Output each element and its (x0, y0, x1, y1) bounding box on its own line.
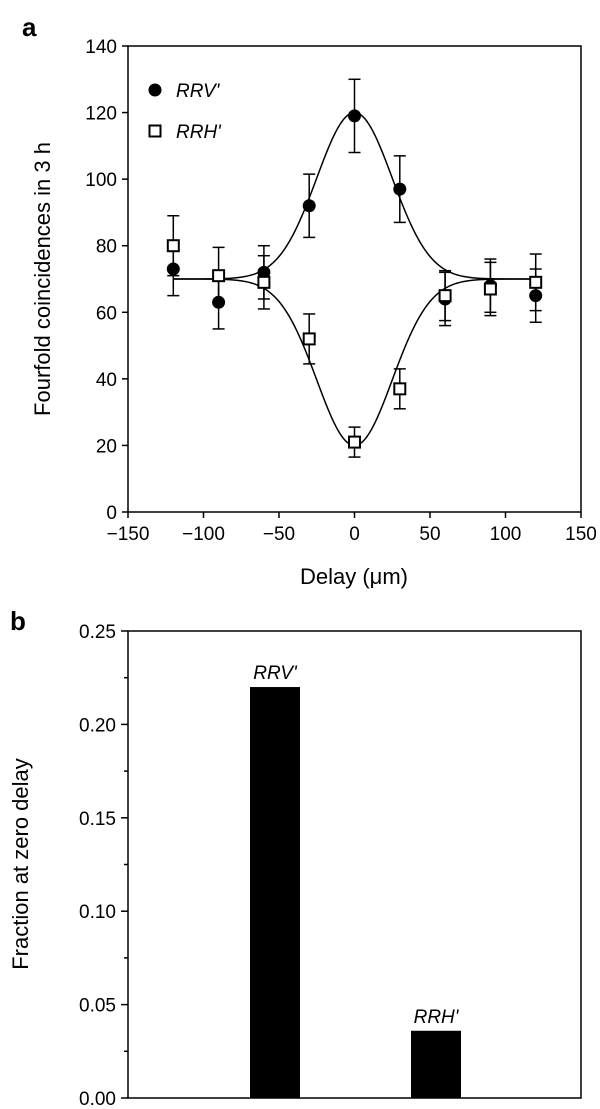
legend-marker-rrv (148, 83, 162, 97)
data-point-rrh (257, 275, 271, 289)
data-point-rrv (166, 262, 180, 276)
y-axis-title-b: Fraction at zero delay (8, 758, 33, 970)
x-tick-label-a: 50 (419, 524, 440, 545)
x-tick-label-a: −50 (263, 524, 295, 545)
data-point-rrh (438, 289, 452, 303)
y-tick-label-a: 80 (96, 237, 117, 258)
x-tick-label-a: 0 (349, 524, 360, 545)
y-tick-label-a: 40 (96, 370, 117, 391)
legend-marker-rrh (148, 124, 162, 138)
data-point-rrv (529, 289, 543, 303)
y-tick-label-a: 120 (85, 104, 117, 125)
y-tick-label-b: 0.15 (79, 809, 116, 830)
fit-curves (173, 111, 536, 447)
fit-curve-rrh (173, 278, 536, 447)
panel-b: b 0.00 0.05 0.10 0.15 0.20 0.25 Fraction at z… (8, 606, 582, 1109)
data-point-rrh (302, 332, 316, 346)
data-point-rrh (483, 282, 497, 296)
x-tick-label-a: −150 (107, 524, 150, 545)
y-tick-label-a: 0 (106, 503, 117, 524)
bar-rrv (250, 687, 300, 1098)
data-point-rrh (529, 275, 543, 289)
data-point-rrh (212, 269, 226, 283)
plot-b-frame (127, 630, 582, 1099)
y-axis-a: 0 20 40 60 80 100 120 140 (85, 37, 128, 524)
data-point-rrv (257, 265, 271, 279)
x-axis-title-a: Delay (μm) (300, 564, 408, 589)
legend-label-rrv: RRV' (176, 81, 221, 102)
y-tick-label-a: 20 (96, 436, 117, 457)
y-tick-label-b: 0.05 (79, 996, 116, 1017)
y-tick-label-b: 0.20 (79, 715, 116, 736)
y-axis-b: 0.00 0.05 0.10 0.15 0.20 0.25 (79, 622, 128, 1109)
bar-label-rrh: RRH' (414, 1007, 460, 1028)
x-tick-label-a: −100 (182, 524, 225, 545)
y-tick-label-a: 140 (85, 37, 117, 58)
legend-label-rrh: RRH' (176, 122, 222, 143)
data-point-rrv (212, 295, 226, 309)
x-tick-label-a: 150 (565, 524, 597, 545)
y-tick-label-a: 60 (96, 303, 117, 324)
y-tick-label-b: 0.25 (79, 622, 116, 643)
panel-label-a: a (22, 12, 37, 42)
bars: RRV' RRH' (250, 663, 461, 1098)
panel-a: a 0 20 40 60 80 100 120 140 −150 −100 −50 0 50 100 15… (22, 12, 597, 589)
y-tick-label-b: 0.00 (79, 1089, 116, 1109)
y-tick-label-a: 100 (85, 170, 117, 191)
data-point-rrh (166, 239, 180, 253)
data-point-rrv (348, 109, 361, 123)
y-axis-title-a: Fourfold coincidences in 3 h (30, 142, 55, 416)
x-axis-a: −150 −100 −50 0 50 100 150 (107, 512, 597, 545)
panel-label-b: b (10, 606, 26, 636)
data-points (166, 78, 543, 458)
data-point-rrh (393, 382, 407, 396)
data-point-rrv (302, 199, 316, 213)
bar-label-rrv: RRV' (253, 663, 298, 684)
y-tick-label-b: 0.10 (79, 902, 116, 923)
bar-rrh (411, 1030, 461, 1098)
data-point-rrv (393, 182, 407, 196)
x-tick-label-a: 100 (490, 524, 522, 545)
legend-a: RRV' RRH' (148, 81, 222, 143)
data-point-rrh (348, 435, 361, 449)
